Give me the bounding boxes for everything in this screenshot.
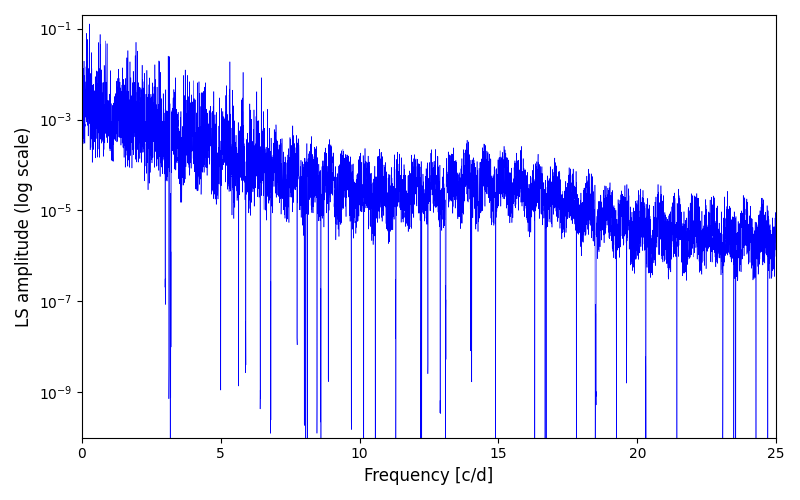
X-axis label: Frequency [c/d]: Frequency [c/d] <box>364 467 494 485</box>
Y-axis label: LS amplitude (log scale): LS amplitude (log scale) <box>15 126 33 326</box>
